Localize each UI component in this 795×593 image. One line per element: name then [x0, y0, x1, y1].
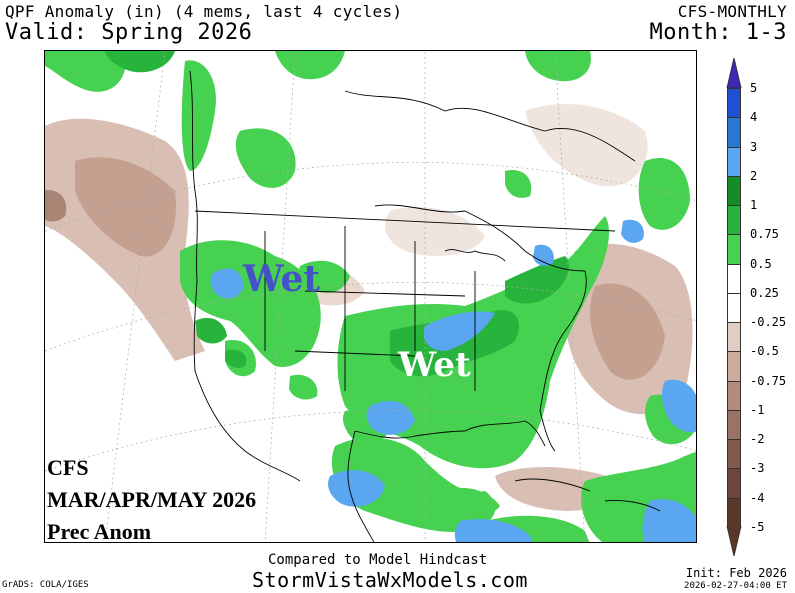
colorbar-segment [727, 175, 741, 205]
valid-period: Valid: Spring 2026 [5, 20, 253, 45]
wet-label-west: Wet [243, 258, 321, 300]
init-date: Init: Feb 2026 [685, 566, 787, 580]
colorbar-segment [727, 88, 741, 118]
colorbar-label: 4 [750, 110, 758, 125]
anomaly-map: Wet Wet CFS MAR/APR/MAY 2026 Prec Anom [44, 50, 697, 543]
colorbar-bottom-arrow [726, 526, 742, 556]
colorbar-label: 0.25 [750, 285, 779, 300]
colorbar-segment [727, 439, 741, 469]
wet-label-east: Wet [398, 345, 471, 385]
caption-variable: Prec Anom [47, 519, 152, 543]
grads-credit: GrADS: COLA/IGES [2, 580, 89, 590]
colorbar-label: -0.25 [750, 315, 787, 329]
colorbar-segment [727, 380, 741, 410]
colorbar-segment [727, 263, 741, 293]
dry-anomaly-areas [45, 103, 693, 511]
colorbar-label: 2 [750, 168, 758, 183]
colorbar-segment [727, 146, 741, 176]
colorbar-label: 1 [750, 198, 758, 212]
colorbar-label: -5 [750, 519, 765, 534]
colorbar-segment [727, 234, 741, 264]
model-name: CFS-MONTHLY [677, 2, 787, 21]
colorbar-label: -2 [750, 432, 765, 446]
colorbar-segment [727, 351, 741, 381]
colorbar-segment [727, 468, 741, 498]
map-title: QPF Anomaly (in) (4 mems, last 4 cycles) [5, 2, 403, 21]
colorbar-segment [727, 205, 741, 235]
colorbar-label: -0.5 [750, 344, 779, 359]
colorbar-label: -0.75 [750, 373, 787, 388]
coastlines [189, 70, 661, 542]
site-name: StormVistaWxModels.com [252, 568, 528, 592]
very-wet-areas [210, 219, 696, 542]
colorbar-segment [727, 292, 741, 322]
map-canvas [45, 51, 696, 542]
graticule [45, 51, 696, 542]
month-range: Month: 1-3 [649, 20, 787, 45]
hindcast-note: Compared to Model Hindcast [268, 552, 488, 568]
colorbar-label: 5 [750, 81, 758, 95]
colorbar-label: 3 [750, 139, 758, 154]
timestamp: 2026-02-27-04:00 ET [684, 581, 787, 591]
colorbar-segment [727, 409, 741, 439]
colorbar-label: -3 [750, 461, 765, 476]
colorbar-segment [727, 117, 741, 147]
caption-season: MAR/APR/MAY 2026 [47, 487, 257, 512]
caption-model: CFS [47, 455, 89, 480]
colorbar-segment [727, 322, 741, 352]
colorbar-top-arrow [726, 58, 742, 88]
colorbar-label: -1 [750, 402, 765, 417]
colorbar-segment [727, 497, 741, 527]
colorbar-label: 0.5 [750, 256, 772, 271]
colorbar-label: -4 [750, 490, 765, 505]
colorbar-label: 0.75 [750, 227, 779, 242]
